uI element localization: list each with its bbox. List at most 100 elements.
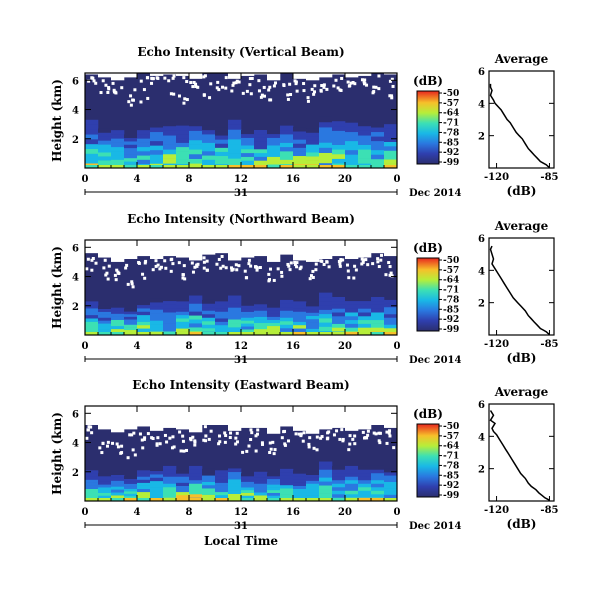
no-data-cell [218, 440, 222, 444]
echo-cell [189, 483, 203, 488]
echo-cell [228, 479, 242, 484]
no-data-cell [221, 264, 225, 268]
echo-cell [345, 316, 359, 321]
no-data-cell [171, 262, 175, 266]
echo-cell [332, 121, 346, 127]
colorbar [416, 257, 440, 332]
echo-cell [371, 486, 385, 491]
echo-cell [241, 495, 255, 499]
no-data-cell [169, 92, 173, 96]
echo-cell [150, 136, 164, 142]
echo-cell [241, 308, 255, 312]
no-data-cell [171, 435, 175, 439]
echo-cell [254, 149, 268, 154]
no-data-cell [207, 437, 211, 441]
echo-cell [215, 491, 229, 496]
echo-cell [137, 134, 151, 139]
no-data-cell [313, 84, 317, 88]
no-data-cell [384, 73, 398, 75]
echo-cell [306, 318, 320, 323]
echo-cell [98, 329, 112, 333]
no-data-cell [86, 257, 90, 261]
x-tick-label: 4 [134, 507, 141, 518]
no-data-cell [320, 84, 324, 88]
no-data-cell [107, 264, 111, 268]
echo-cell [267, 484, 281, 488]
echo-cell [384, 146, 398, 151]
echo-cell [98, 308, 112, 312]
echo-cell [306, 477, 320, 481]
no-data-cell [349, 81, 353, 85]
echo-cell [163, 472, 177, 477]
echo-cell [254, 480, 268, 484]
echo-cell [280, 484, 294, 489]
echo-cell [293, 301, 307, 306]
no-data-cell [126, 456, 130, 460]
echo-cell [319, 489, 333, 494]
avg-x-tick-label: -85 [540, 339, 558, 350]
no-data-cell [387, 261, 391, 265]
echo-cell [319, 305, 333, 310]
echo-cell [176, 485, 190, 490]
echo-cell [306, 322, 320, 326]
no-data-cell [158, 442, 162, 446]
no-data-cell [299, 434, 303, 438]
echo-cell [202, 498, 216, 501]
echo-cell [189, 139, 203, 145]
echo-cell [371, 472, 385, 477]
echo-cell [176, 476, 190, 480]
echo-cell [111, 495, 125, 499]
echo-cell [306, 136, 320, 141]
average-profile-line [489, 83, 550, 168]
echo-cell [137, 308, 151, 312]
echo-cell [332, 165, 346, 168]
echo-cell [111, 489, 125, 493]
echo-cell [85, 124, 99, 130]
no-data-cell [87, 425, 91, 429]
echo-cell [254, 328, 268, 333]
echo-cell [384, 317, 398, 322]
echo-cell [293, 328, 307, 332]
average-title: Average [494, 219, 549, 233]
echo-cell [306, 474, 320, 478]
x-tick-label: 16 [286, 341, 300, 352]
y-tick-label: 2 [72, 135, 79, 146]
echo-cell [150, 477, 164, 482]
echo-cell [163, 153, 177, 159]
echo-cell [111, 483, 125, 487]
echo-cell [358, 486, 372, 491]
no-data-cell [99, 91, 103, 95]
echo-cell [358, 332, 372, 335]
echo-cell [202, 475, 216, 479]
echo-cell [202, 478, 216, 483]
no-data-cell [139, 100, 143, 104]
average-title: Average [494, 52, 549, 66]
no-data-cell [313, 90, 317, 94]
no-data-cell [377, 74, 381, 78]
echo-cell [137, 488, 151, 493]
echo-cell [384, 472, 398, 476]
echo-cell [241, 317, 255, 321]
avg-x-axis-label: (dB) [507, 351, 537, 365]
echo-cell [345, 465, 359, 470]
echo-cell [345, 127, 359, 133]
no-data-cell [183, 97, 187, 101]
echo-cell [254, 313, 268, 317]
echo-cell [306, 148, 320, 153]
echo-cell [176, 304, 190, 309]
echo-cell [358, 469, 372, 474]
no-data-cell [307, 442, 311, 446]
echo-cell [137, 159, 151, 165]
echo-cell [332, 300, 346, 305]
echo-cell [241, 326, 255, 330]
echo-cell [189, 315, 203, 320]
no-data-cell [140, 438, 144, 442]
no-data-cell [365, 83, 369, 87]
echo-cell [293, 488, 307, 493]
no-data-cell [338, 437, 342, 441]
no-data-cell [154, 264, 158, 268]
echo-cell [280, 478, 294, 483]
echo-cell [85, 311, 99, 316]
echo-cell [306, 302, 320, 307]
no-data-cell [256, 428, 260, 432]
